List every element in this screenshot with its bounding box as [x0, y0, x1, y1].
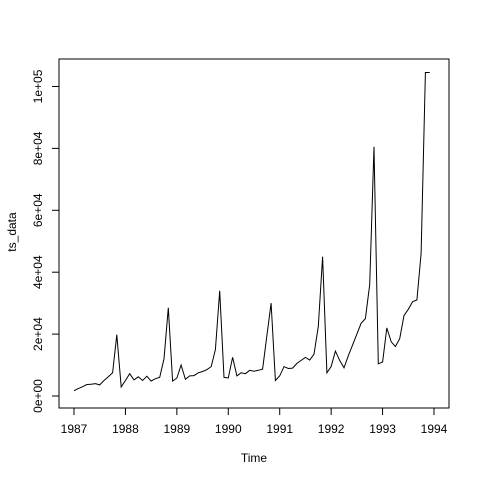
plot-box: [58, 58, 450, 409]
x-tick-label: 1989: [164, 422, 191, 436]
y-tick-label: 2e+04: [31, 317, 45, 351]
y-tick-label: 1e+05: [31, 69, 45, 103]
x-axis: 1987 1988 1989 1990 1991 1992 1993 1994: [61, 407, 448, 436]
x-axis-title: Time: [241, 451, 268, 465]
y-axis: 0e+00 2e+04 4e+04 6e+04 8e+04 1e+05: [31, 69, 60, 413]
series-line: [73, 72, 430, 392]
x-tick-label: 1993: [369, 422, 396, 436]
x-tick-label: 1987: [61, 422, 88, 436]
y-tick-label: 8e+04: [31, 131, 45, 165]
x-tick-label: 1990: [215, 422, 242, 436]
x-tick-label: 1992: [318, 422, 345, 436]
x-tick-label: 1988: [112, 422, 139, 436]
y-tick-label: 4e+04: [31, 255, 45, 289]
y-axis-title: ts_data: [5, 212, 19, 252]
x-tick-label: 1991: [266, 422, 293, 436]
y-tick-label: 6e+04: [31, 193, 45, 227]
y-tick-label: 0e+00: [31, 379, 45, 413]
x-tick-label: 1994: [421, 422, 448, 436]
